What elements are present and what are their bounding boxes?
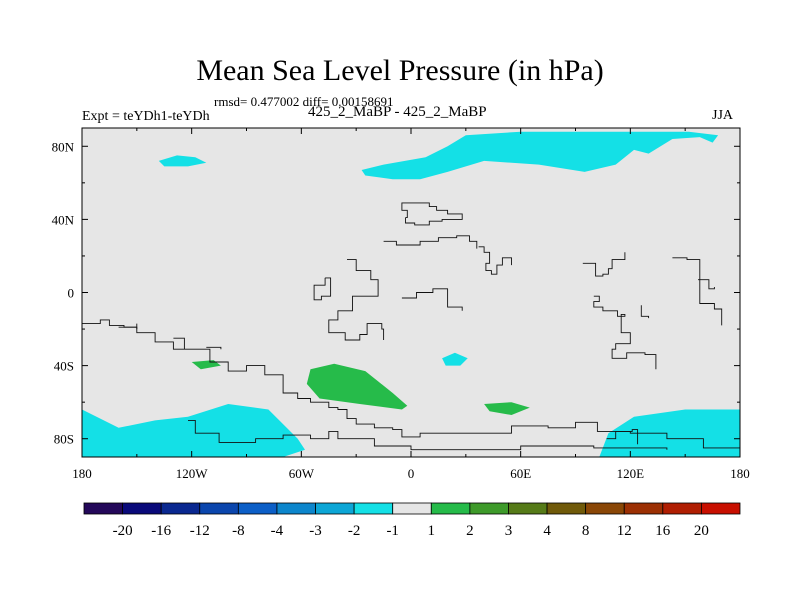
north-pacific-negative-anomaly [158,155,207,167]
coastline-8 [328,259,385,341]
coastline-6 [383,235,478,249]
x-tick-label-3: 0 [408,466,415,481]
colorbar-swatch-4 [237,502,278,515]
colorbar-label-12: 8 [582,523,590,539]
coastline-13 [640,305,650,319]
y-tick-label-0: 80N [52,139,75,154]
colorbar-label-2: -12 [190,523,210,539]
coastline-16 [606,429,639,445]
colorbar-swatch-15 [662,502,702,515]
south-atlantic-positive-anomaly [306,363,408,410]
coastline-7 [313,277,332,301]
colorbar-swatch-9 [430,502,471,515]
y-tick-label-1: 40N [52,212,75,227]
colorbar-swatch-0 [83,502,123,515]
coastline-10 [478,246,512,275]
colorbar-label-1: -16 [151,523,171,539]
x-tick-label-4: 60E [510,466,531,481]
coastline-5 [401,202,463,226]
anomaly-regions [82,131,740,457]
colorbar-swatch-6 [315,502,355,515]
colorbar-swatch-16 [701,502,741,515]
axis-ticks: 180 120W 60W 0 60E 120E 180 80N 40N 0 40S 80S [52,128,750,481]
season-label: JJA [712,108,734,123]
colorbar-label-11: 4 [543,523,551,539]
y-tick-label-3: 40S [54,359,74,374]
chart-title: Mean Sea Level Pressure (in hPa) [196,54,604,87]
colorbar-label-7: -1 [386,523,399,539]
coastline-2 [118,323,138,330]
x-tick-label-1: 120W [176,466,209,481]
colorbar-swatch-5 [276,502,316,515]
colorbar-label-5: -3 [309,523,322,539]
colorbar-swatch-2 [160,502,201,515]
indian-ocean-positive-anomaly [484,402,530,415]
colorbar-swatch-11 [508,502,548,515]
colorbar-swatch-3 [199,502,239,515]
colorbar-swatch-1 [122,502,162,515]
coastline-1 [188,419,668,451]
coastline-0 [82,319,740,454]
stats-text: rmsd= 0.477002 diff= 0.00158691 [214,94,394,109]
coastline-14 [672,257,723,326]
map-background [82,128,740,457]
colorbar-swatch-10 [469,502,509,515]
antarctic-negative-anomaly-east [599,409,740,457]
south-atlantic-negative-anomaly [442,352,468,366]
y-tick-label-4: 80S [54,432,74,447]
colorbar-label-3: -8 [232,523,245,539]
colorbar-label-13: 12 [617,523,632,539]
x-tick-label-5: 120E [617,466,645,481]
coastline-4 [206,346,222,350]
arctic-negative-anomaly [361,131,719,180]
x-tick-label-2: 60W [289,466,315,481]
colorbar-swatch-7 [353,502,394,515]
colorbar-label-14: 16 [655,523,671,539]
experiment-label: Expt = teYDh1-teYDh [82,109,210,124]
colorbar-label-9: 2 [466,523,474,539]
y-tick-label-2: 0 [68,286,75,301]
colorbar-label-15: 20 [694,523,709,539]
coastline-12 [593,295,657,370]
colorbar-label-4: -4 [271,523,284,539]
run-label: 425_2_MaBP - 425_2_MaBP [308,104,487,120]
colorbar-label-10: 3 [505,523,513,539]
x-tick-label-6: 180 [730,466,750,481]
x-tick-label-0: 180 [72,466,92,481]
colorbar-label-8: 1 [428,523,436,539]
coastline-15 [698,279,715,290]
coastline-3 [173,337,185,350]
colorbar-swatch-14 [623,502,664,515]
colorbar-label-6: -2 [348,523,361,539]
colorbar-label-0: -20 [113,523,133,539]
colorbar-swatch-8 [392,502,432,515]
colorbar-swatch-13 [585,502,625,515]
coastline-9 [401,288,463,311]
antarctic-negative-anomaly-west [82,404,305,457]
coastline-11 [582,252,626,277]
colorbar: -20 -16 -12 -8 -4 -3 -2 -1 1 2 3 4 8 12 16 20 [83,502,741,539]
colorbar-swatch-12 [546,502,587,515]
coastlines [82,202,740,454]
